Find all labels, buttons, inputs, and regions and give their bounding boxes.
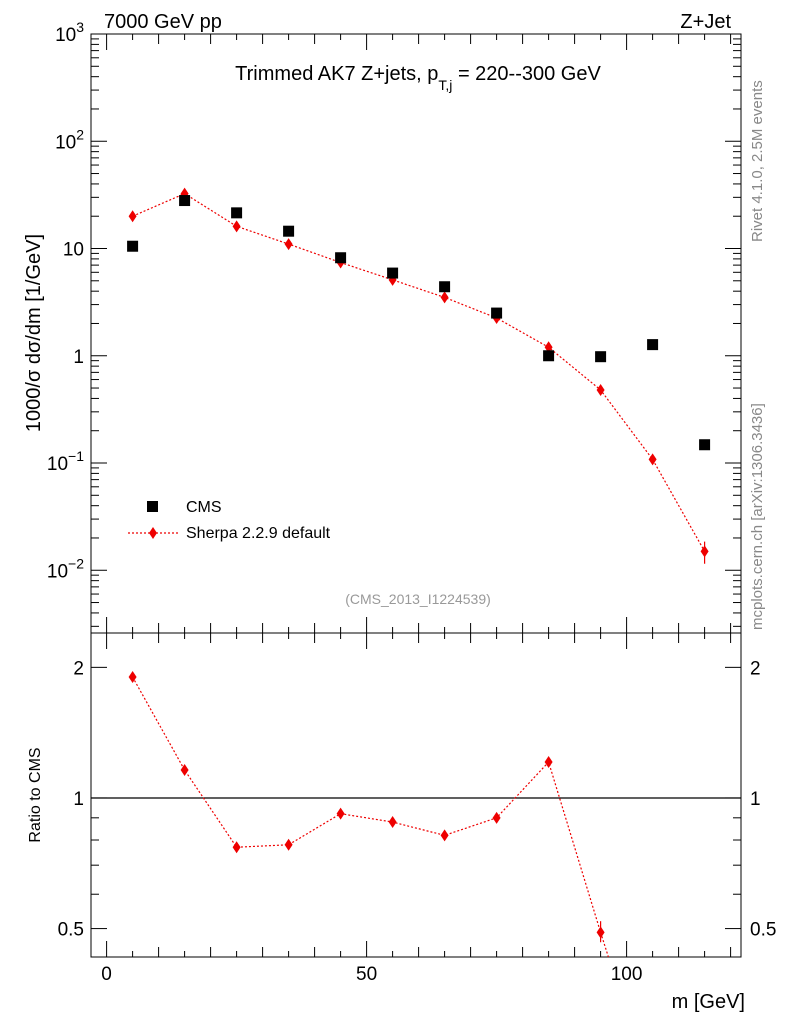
legend-sherpa-marker — [149, 527, 157, 539]
x-tick-label: 50 — [356, 964, 377, 985]
rivet-info: Rivet 4.1.0, 2.5M events — [749, 80, 766, 242]
title-prefix: Trimmed AK7 Z+jets, p — [235, 63, 438, 85]
ratio-y-axis-label: Ratio to CMS — [27, 747, 44, 842]
cms-point — [491, 307, 503, 319]
main-y-tick-label: 1 — [73, 347, 84, 368]
cms-point — [699, 439, 711, 451]
plot-title: Trimmed AK7 Z+jets, pT,j = 220--300 GeV — [235, 63, 601, 93]
cms-point — [387, 267, 399, 279]
cms-point — [595, 351, 607, 363]
sherpa-point — [128, 210, 137, 223]
main-y-tick-label: 103 — [55, 19, 84, 46]
ratio-point — [284, 838, 293, 851]
main-y-tick-label: 10 — [63, 240, 84, 261]
ratio-point — [440, 829, 449, 842]
cms-point — [335, 252, 347, 264]
sherpa-point — [284, 238, 293, 251]
ratio-y-tick-label-left: 0.5 — [58, 920, 84, 941]
ratio-frame — [90, 632, 742, 958]
main-frame — [90, 33, 742, 634]
ratio-tick-labels: 0.5 0.5 1 1 2 2 0 50 100 — [58, 658, 777, 985]
legend-cms-label: CMS — [186, 499, 222, 516]
ratio-point — [388, 816, 397, 829]
sherpa-point — [700, 545, 709, 558]
ratio-y-tick-label-left: 2 — [73, 658, 84, 679]
ratio-axis-ticks — [91, 633, 741, 957]
cms-point — [127, 240, 139, 252]
main-axis-ticks — [91, 33, 741, 633]
legend-cms-marker — [147, 501, 158, 512]
ratio-point — [596, 926, 605, 939]
ratio-point — [180, 764, 189, 777]
sherpa-line — [132, 192, 706, 552]
ratio-line — [132, 676, 609, 958]
cms-point — [231, 207, 243, 219]
ratio-point — [128, 671, 137, 684]
legend-sherpa-label: Sherpa 2.2.9 default — [186, 525, 331, 542]
x-tick-label: 100 — [611, 964, 643, 985]
cms-point — [283, 225, 295, 237]
sherpa-point — [232, 220, 241, 233]
main-y-tick-label: 102 — [55, 126, 84, 153]
sherpa-point — [440, 291, 449, 304]
ratio-y-tick-label-right: 1 — [750, 789, 761, 810]
analysis-id: (CMS_2013_I1224539) — [345, 591, 491, 607]
sherpa-point — [596, 383, 605, 396]
sherpa-point — [648, 453, 657, 466]
x-axis-label: m [GeV] — [672, 991, 745, 1013]
ratio-y-tick-label-right: 0.5 — [750, 920, 776, 941]
x-tick-label: 0 — [101, 964, 112, 985]
header-left: 7000 GeV pp — [104, 11, 222, 33]
cms-point — [543, 350, 555, 362]
main-y-tick-label: 10−1 — [47, 448, 84, 475]
legend: CMS Sherpa 2.2.9 default — [128, 499, 331, 542]
mcplots-info: mcplots.cern.ch [arXiv:1306.3436] — [749, 403, 766, 630]
ratio-point — [492, 811, 501, 824]
title-subscript: T,j — [438, 77, 452, 93]
title-suffix: = 220--300 GeV — [452, 63, 601, 85]
ratio-series — [128, 671, 609, 958]
ratio-y-tick-label-left: 1 — [73, 789, 84, 810]
main-series — [127, 187, 711, 564]
ratio-y-tick-label-right: 2 — [750, 658, 761, 679]
cms-point — [179, 195, 191, 207]
main-y-axis-label: 1000/σ dσ/dm [1/GeV] — [23, 234, 45, 432]
ratio-point — [336, 807, 345, 820]
main-y-tick-label: 10−2 — [47, 555, 84, 582]
cms-point — [439, 281, 451, 293]
cms-point — [647, 339, 659, 351]
header-right: Z+Jet — [680, 11, 731, 33]
main-y-tick-labels: 10−2 10−1 1 10 102 103 — [47, 19, 84, 582]
ratio-point — [232, 841, 241, 854]
ratio-point — [544, 756, 553, 769]
